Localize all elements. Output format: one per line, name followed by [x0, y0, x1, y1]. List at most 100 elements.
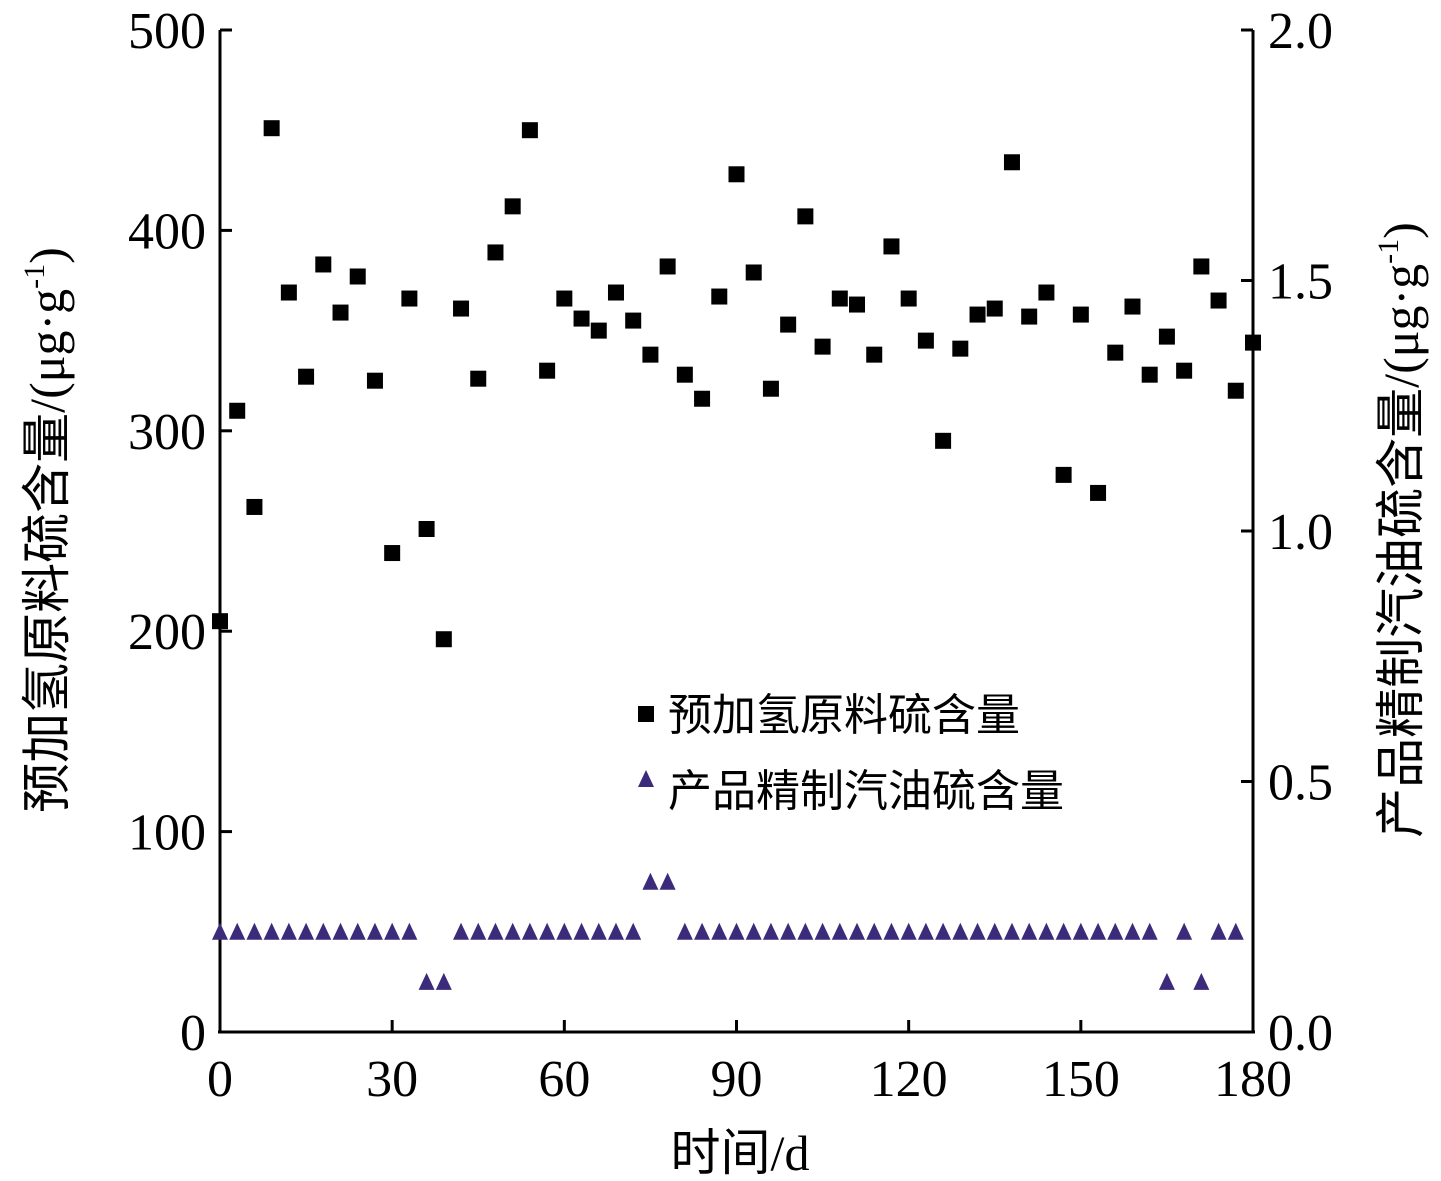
ticks	[218, 28, 1255, 1034]
data-point-square	[212, 613, 228, 630]
data-point-square	[521, 122, 538, 139]
data-point-square	[935, 432, 952, 449]
data-point-square	[1090, 484, 1107, 501]
data-point-square	[659, 258, 676, 275]
y-left-tick-label: 200	[128, 604, 206, 661]
data-point-square	[676, 366, 693, 383]
data-point-triangle	[556, 922, 573, 940]
data-point-triangle	[797, 922, 814, 940]
data-point-triangle	[298, 922, 315, 940]
legend-label-product: 产品精制汽油硫含量	[668, 767, 1064, 816]
data-point-triangle	[263, 922, 280, 940]
data-point-square	[539, 362, 556, 379]
x-tick-label: 90	[711, 1051, 763, 1108]
data-point-square	[969, 306, 986, 323]
data-point-square	[728, 166, 745, 183]
data-point-triangle	[401, 922, 418, 940]
data-point-triangle	[539, 922, 556, 940]
data-point-triangle	[1158, 972, 1175, 990]
y-axis-title-right-sup: -1	[1372, 239, 1405, 264]
data-point-square	[573, 310, 590, 327]
data-point-square	[487, 244, 504, 261]
y-left-tick-label: 0	[180, 1005, 206, 1062]
data-point-triangle	[642, 872, 659, 890]
data-point-square	[401, 290, 418, 307]
data-point-triangle	[1227, 922, 1244, 940]
data-point-square	[711, 288, 728, 305]
x-tick-label: 180	[1214, 1051, 1292, 1108]
y-axis-title-left: 预加氢原料硫含量/(μg·g-1)	[18, 247, 75, 813]
data-point-square	[917, 332, 934, 349]
data-point-square	[229, 402, 246, 419]
x-tick-label: 150	[1042, 1051, 1120, 1108]
data-point-square	[1038, 284, 1055, 301]
data-point-square	[1210, 292, 1227, 309]
data-point-square	[642, 346, 659, 363]
data-point-triangle	[849, 922, 866, 940]
y-left-tick-label: 100	[128, 805, 206, 862]
x-tick-label: 60	[538, 1051, 590, 1108]
series-1	[212, 872, 1244, 990]
data-point-triangle	[935, 922, 952, 940]
y-left-tick-label: 400	[128, 203, 206, 260]
data-point-triangle	[1090, 922, 1107, 940]
legend-label-feed: 预加氢原料硫含量	[668, 691, 1020, 740]
data-point-triangle	[814, 922, 831, 940]
data-point-triangle	[246, 922, 263, 940]
data-point-square	[745, 264, 762, 281]
data-point-square	[1141, 366, 1158, 383]
data-point-triangle	[1176, 922, 1193, 940]
y-axis-title-right: 产品精制汽油硫含量/(μg·g-1)	[1372, 222, 1429, 838]
data-point-square	[1055, 466, 1072, 483]
data-point-triangle	[711, 922, 728, 940]
data-point-square	[1003, 154, 1020, 171]
data-point-triangle	[212, 922, 228, 940]
tick-labels: 0 30 60 90 120 150 180 0 100 200 300 400 500 0.0 0.5 1.…	[128, 3, 1333, 1108]
data-point-square	[900, 290, 917, 307]
data-point-triangle	[831, 922, 848, 940]
data-point-triangle	[952, 922, 969, 940]
data-point-triangle	[366, 922, 383, 940]
data-point-square	[1158, 328, 1175, 345]
y-right-tick-label: 1.0	[1268, 504, 1333, 561]
data-point-square	[762, 380, 779, 397]
y-left-tick-label: 300	[128, 404, 206, 461]
data-point-triangle	[676, 922, 693, 940]
data-point-square	[1107, 344, 1124, 361]
data-point-triangle	[969, 922, 986, 940]
data-point-square	[1176, 362, 1193, 379]
data-point-square	[1124, 298, 1141, 315]
data-point-triangle	[762, 922, 779, 940]
data-point-triangle	[1021, 922, 1038, 940]
data-point-square	[1245, 334, 1261, 351]
y-right-tick-label: 0.5	[1268, 755, 1333, 812]
data-point-triangle	[487, 922, 504, 940]
data-point-triangle	[1141, 922, 1158, 940]
data-point-triangle	[1210, 922, 1227, 940]
data-point-triangle	[504, 922, 521, 940]
y-right-tick-label: 0.0	[1268, 1005, 1333, 1062]
data-point-triangle	[229, 922, 246, 940]
data-point-triangle	[453, 922, 470, 940]
data-point-square	[590, 322, 607, 339]
data-point-triangle	[728, 922, 745, 940]
data-point-square	[831, 290, 848, 307]
data-point-triangle	[745, 922, 762, 940]
data-point-square	[298, 368, 315, 385]
y-axis-title-right-close: )	[1373, 222, 1429, 239]
data-point-triangle	[625, 922, 642, 940]
data-point-triangle	[1072, 922, 1089, 940]
data-point-square	[556, 290, 573, 307]
data-point-triangle	[349, 922, 366, 940]
data-point-square	[883, 238, 900, 255]
data-point-square	[1227, 382, 1244, 399]
y-axis-title-left-sup: -1	[18, 264, 51, 289]
data-point-triangle	[435, 972, 452, 990]
data-point-square	[1193, 258, 1210, 275]
data-point-triangle	[917, 922, 934, 940]
data-point-triangle	[986, 922, 1003, 940]
data-point-square	[780, 316, 797, 333]
data-point-square	[814, 338, 831, 355]
legend-marker-square	[638, 706, 654, 722]
data-point-square	[349, 268, 366, 285]
